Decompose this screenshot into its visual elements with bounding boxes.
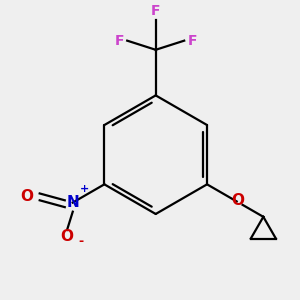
Text: +: + [80, 184, 89, 194]
Text: -: - [78, 235, 83, 248]
Text: O: O [231, 193, 244, 208]
Text: O: O [61, 229, 74, 244]
Text: F: F [114, 34, 124, 48]
Text: F: F [151, 4, 160, 18]
Text: N: N [66, 195, 79, 210]
Text: O: O [20, 189, 33, 204]
Text: F: F [188, 34, 197, 48]
